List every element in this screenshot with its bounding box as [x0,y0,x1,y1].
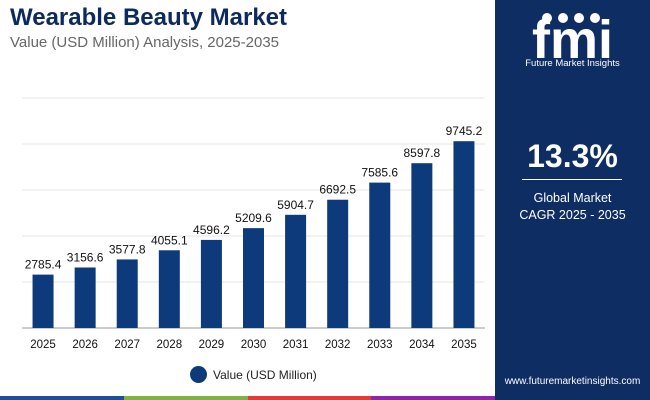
data-label-2026: 3156.6 [67,250,104,264]
bar-2028 [158,250,180,328]
cagr-label-line2: CAGR 2025 - 2035 [519,208,626,222]
cagr-label: Global Market CAGR 2025 - 2035 [495,190,650,224]
data-label-2028: 4055.1 [151,233,188,247]
logo-icon-1 [542,13,552,23]
bar-2025 [32,274,54,328]
bar-2031 [285,214,307,328]
sidebar-panel: fmi Future Market Insights 13.3% Global … [495,0,650,400]
strip-segment-2 [123,396,248,400]
cagr-divider [522,179,622,180]
x-tick-2032: 2032 [325,339,351,351]
website-link[interactable]: www.futuremarketinsights.com [504,376,641,387]
bar-2029 [200,239,222,328]
chart-title: Wearable Beauty Market [10,4,288,31]
data-label-2027: 3577.8 [109,242,146,256]
data-label-2030: 5209.6 [235,211,272,225]
cagr-value: 13.3% [527,138,618,174]
color-strip [0,396,495,400]
logo-company-name: Future Market Insights [525,58,620,69]
data-label-2029: 4596.2 [193,223,230,237]
legend-marker [190,366,207,383]
strip-segment-3 [247,396,372,400]
logo-icon-4 [590,13,600,23]
x-tick-2034: 2034 [409,339,435,351]
data-label-2035: 9745.2 [446,124,483,138]
data-label-2033: 7585.6 [361,166,398,180]
bar-chart: 2785.4 2025 3156.6 2026 3577.8 2027 4055.1 2028… [22,97,485,351]
data-label-2034: 8597.8 [404,146,441,160]
x-tick-2033: 2033 [367,339,393,351]
chart-subtitle: Value (USD Million) Analysis, 2025-2035 [10,34,280,51]
bar-2030 [243,228,264,328]
x-tick-2030: 2030 [241,339,267,351]
x-tick-2028: 2028 [157,339,183,351]
bar-2034 [411,163,433,328]
logo-icon-2 [558,13,568,23]
data-label-2031: 5904.7 [277,198,314,212]
x-tick-2026: 2026 [72,339,98,351]
x-tick-2035: 2035 [451,339,477,351]
bar-2026 [74,267,96,328]
x-tick-2031: 2031 [283,339,309,351]
bar-2035 [453,141,475,328]
strip-segment-1 [0,396,124,400]
legend-label: Value (USD Million) [213,367,317,382]
data-label-2032: 6692.5 [319,183,356,197]
x-tick-2029: 2029 [199,339,225,351]
data-label-2025: 2785.4 [25,258,62,272]
x-tick-2025: 2025 [30,339,56,351]
bar-2032 [327,199,349,328]
strip-segment-4 [371,396,495,400]
bar-2027 [116,259,138,328]
bar-2033 [369,182,391,328]
x-tick-2027: 2027 [114,339,140,351]
fmi-logo: fmi [532,10,613,70]
logo-icon-3 [574,13,584,23]
chart-legend: Value (USD Million) [190,366,317,383]
cagr-label-line1: Global Market [533,191,612,205]
